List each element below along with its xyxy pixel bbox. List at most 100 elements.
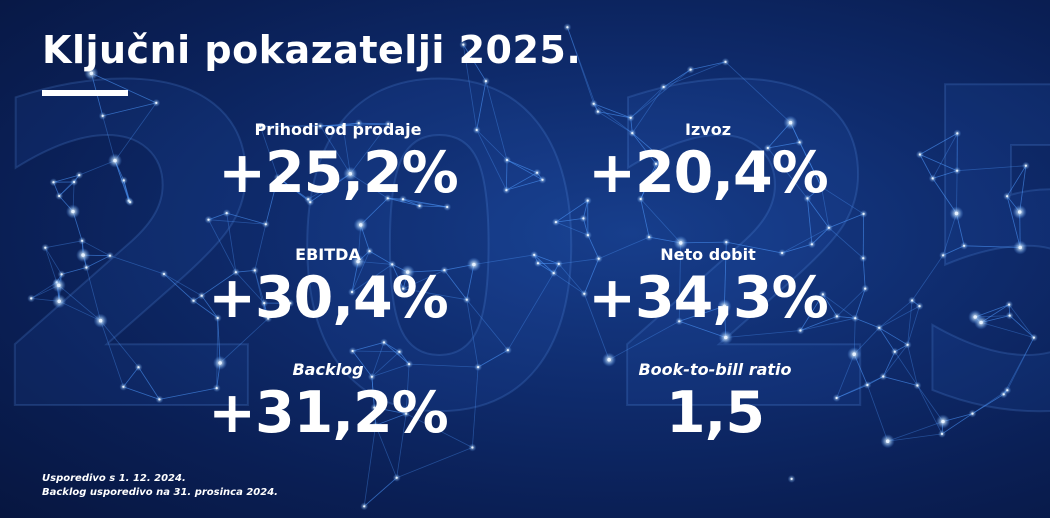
- network-line: [534, 254, 559, 265]
- network-node: [554, 221, 558, 224]
- network-node: [370, 375, 373, 378]
- network-line: [226, 213, 237, 273]
- network-line: [663, 69, 691, 88]
- network-node: [725, 241, 728, 244]
- network-node: [155, 101, 158, 104]
- network-line: [102, 102, 157, 117]
- network-node: [541, 178, 544, 181]
- network-node: [942, 254, 945, 257]
- network-node: [586, 234, 590, 237]
- network-node: [918, 305, 921, 308]
- network-line: [631, 132, 657, 165]
- network-line: [690, 61, 726, 70]
- network-node: [356, 259, 360, 264]
- metric-label: Prihodi od prodaje: [254, 120, 422, 139]
- network-line: [159, 387, 217, 400]
- network-node: [471, 446, 474, 449]
- network-line: [632, 132, 662, 158]
- network-node: [89, 71, 94, 76]
- network-line: [878, 300, 913, 329]
- network-line: [267, 302, 291, 319]
- network-node: [1024, 164, 1027, 167]
- network-line: [907, 305, 920, 345]
- network-node: [724, 335, 728, 340]
- network-line: [369, 250, 393, 265]
- footnotes: Usporedivo s 1. 12. 2024. Backlog uspore…: [42, 472, 278, 500]
- network-line: [821, 186, 864, 215]
- network-line: [887, 421, 944, 442]
- network-line: [217, 317, 221, 363]
- network-node: [798, 141, 801, 144]
- network-line: [506, 159, 538, 174]
- network-line: [567, 27, 599, 112]
- network-line: [342, 123, 389, 127]
- network-line: [219, 318, 269, 364]
- network-line: [724, 242, 727, 307]
- network-line: [351, 264, 393, 293]
- network-node: [357, 122, 360, 125]
- network-line: [309, 173, 351, 203]
- network-line: [1009, 315, 1035, 338]
- network-node: [956, 132, 959, 135]
- network-line: [919, 154, 958, 172]
- network-line: [597, 111, 631, 119]
- network-node: [536, 171, 539, 174]
- network-node: [629, 116, 632, 119]
- network-line: [374, 407, 407, 415]
- network-node: [52, 181, 55, 184]
- network-node: [122, 385, 125, 388]
- network-line: [61, 267, 87, 275]
- network-line: [375, 425, 398, 478]
- network-line: [800, 316, 838, 331]
- network-node: [259, 125, 262, 128]
- network-node: [1008, 314, 1011, 317]
- network-line: [226, 212, 266, 225]
- network-line: [828, 213, 864, 229]
- network-line: [45, 240, 83, 249]
- network-line: [1009, 315, 1035, 338]
- network-line: [44, 247, 58, 283]
- network-line: [350, 173, 389, 199]
- network-line: [349, 123, 389, 175]
- network-line: [598, 236, 650, 260]
- network-line: [363, 425, 376, 507]
- network-line: [352, 342, 385, 352]
- network-node: [505, 158, 509, 162]
- network-line: [587, 234, 600, 259]
- network-line: [800, 316, 838, 331]
- network-line: [201, 295, 219, 319]
- network-line: [1003, 337, 1035, 395]
- network-node: [398, 350, 401, 353]
- footnote: Usporedivo s 1. 12. 2024.: [42, 473, 186, 484]
- metric-label: Izvoz: [685, 120, 731, 139]
- network-line: [358, 122, 389, 125]
- network-node: [263, 302, 266, 305]
- network-node: [253, 269, 256, 272]
- network-line: [941, 413, 973, 435]
- network-node: [918, 153, 922, 156]
- network-line: [123, 366, 139, 388]
- network-line: [123, 386, 160, 400]
- network-line: [319, 125, 351, 175]
- network-node: [810, 243, 814, 246]
- network-line: [466, 299, 509, 351]
- network-line: [807, 198, 830, 229]
- network-line: [640, 163, 657, 200]
- network-line: [680, 241, 727, 244]
- network-node: [358, 223, 363, 227]
- footnote: Backlog usporedivo na 31. prosinca 2024.: [42, 487, 278, 498]
- network-node: [911, 299, 914, 302]
- network-line: [836, 354, 855, 399]
- network-line: [883, 376, 918, 386]
- network-line: [533, 254, 554, 274]
- network-node: [192, 299, 195, 302]
- network-line: [309, 173, 351, 203]
- network-line: [725, 330, 801, 338]
- network-line: [630, 69, 691, 119]
- network-line: [216, 317, 219, 389]
- network-node: [137, 366, 140, 369]
- network-line: [882, 351, 896, 377]
- network-line: [836, 384, 868, 399]
- network-node: [724, 60, 727, 64]
- network-node: [386, 197, 389, 200]
